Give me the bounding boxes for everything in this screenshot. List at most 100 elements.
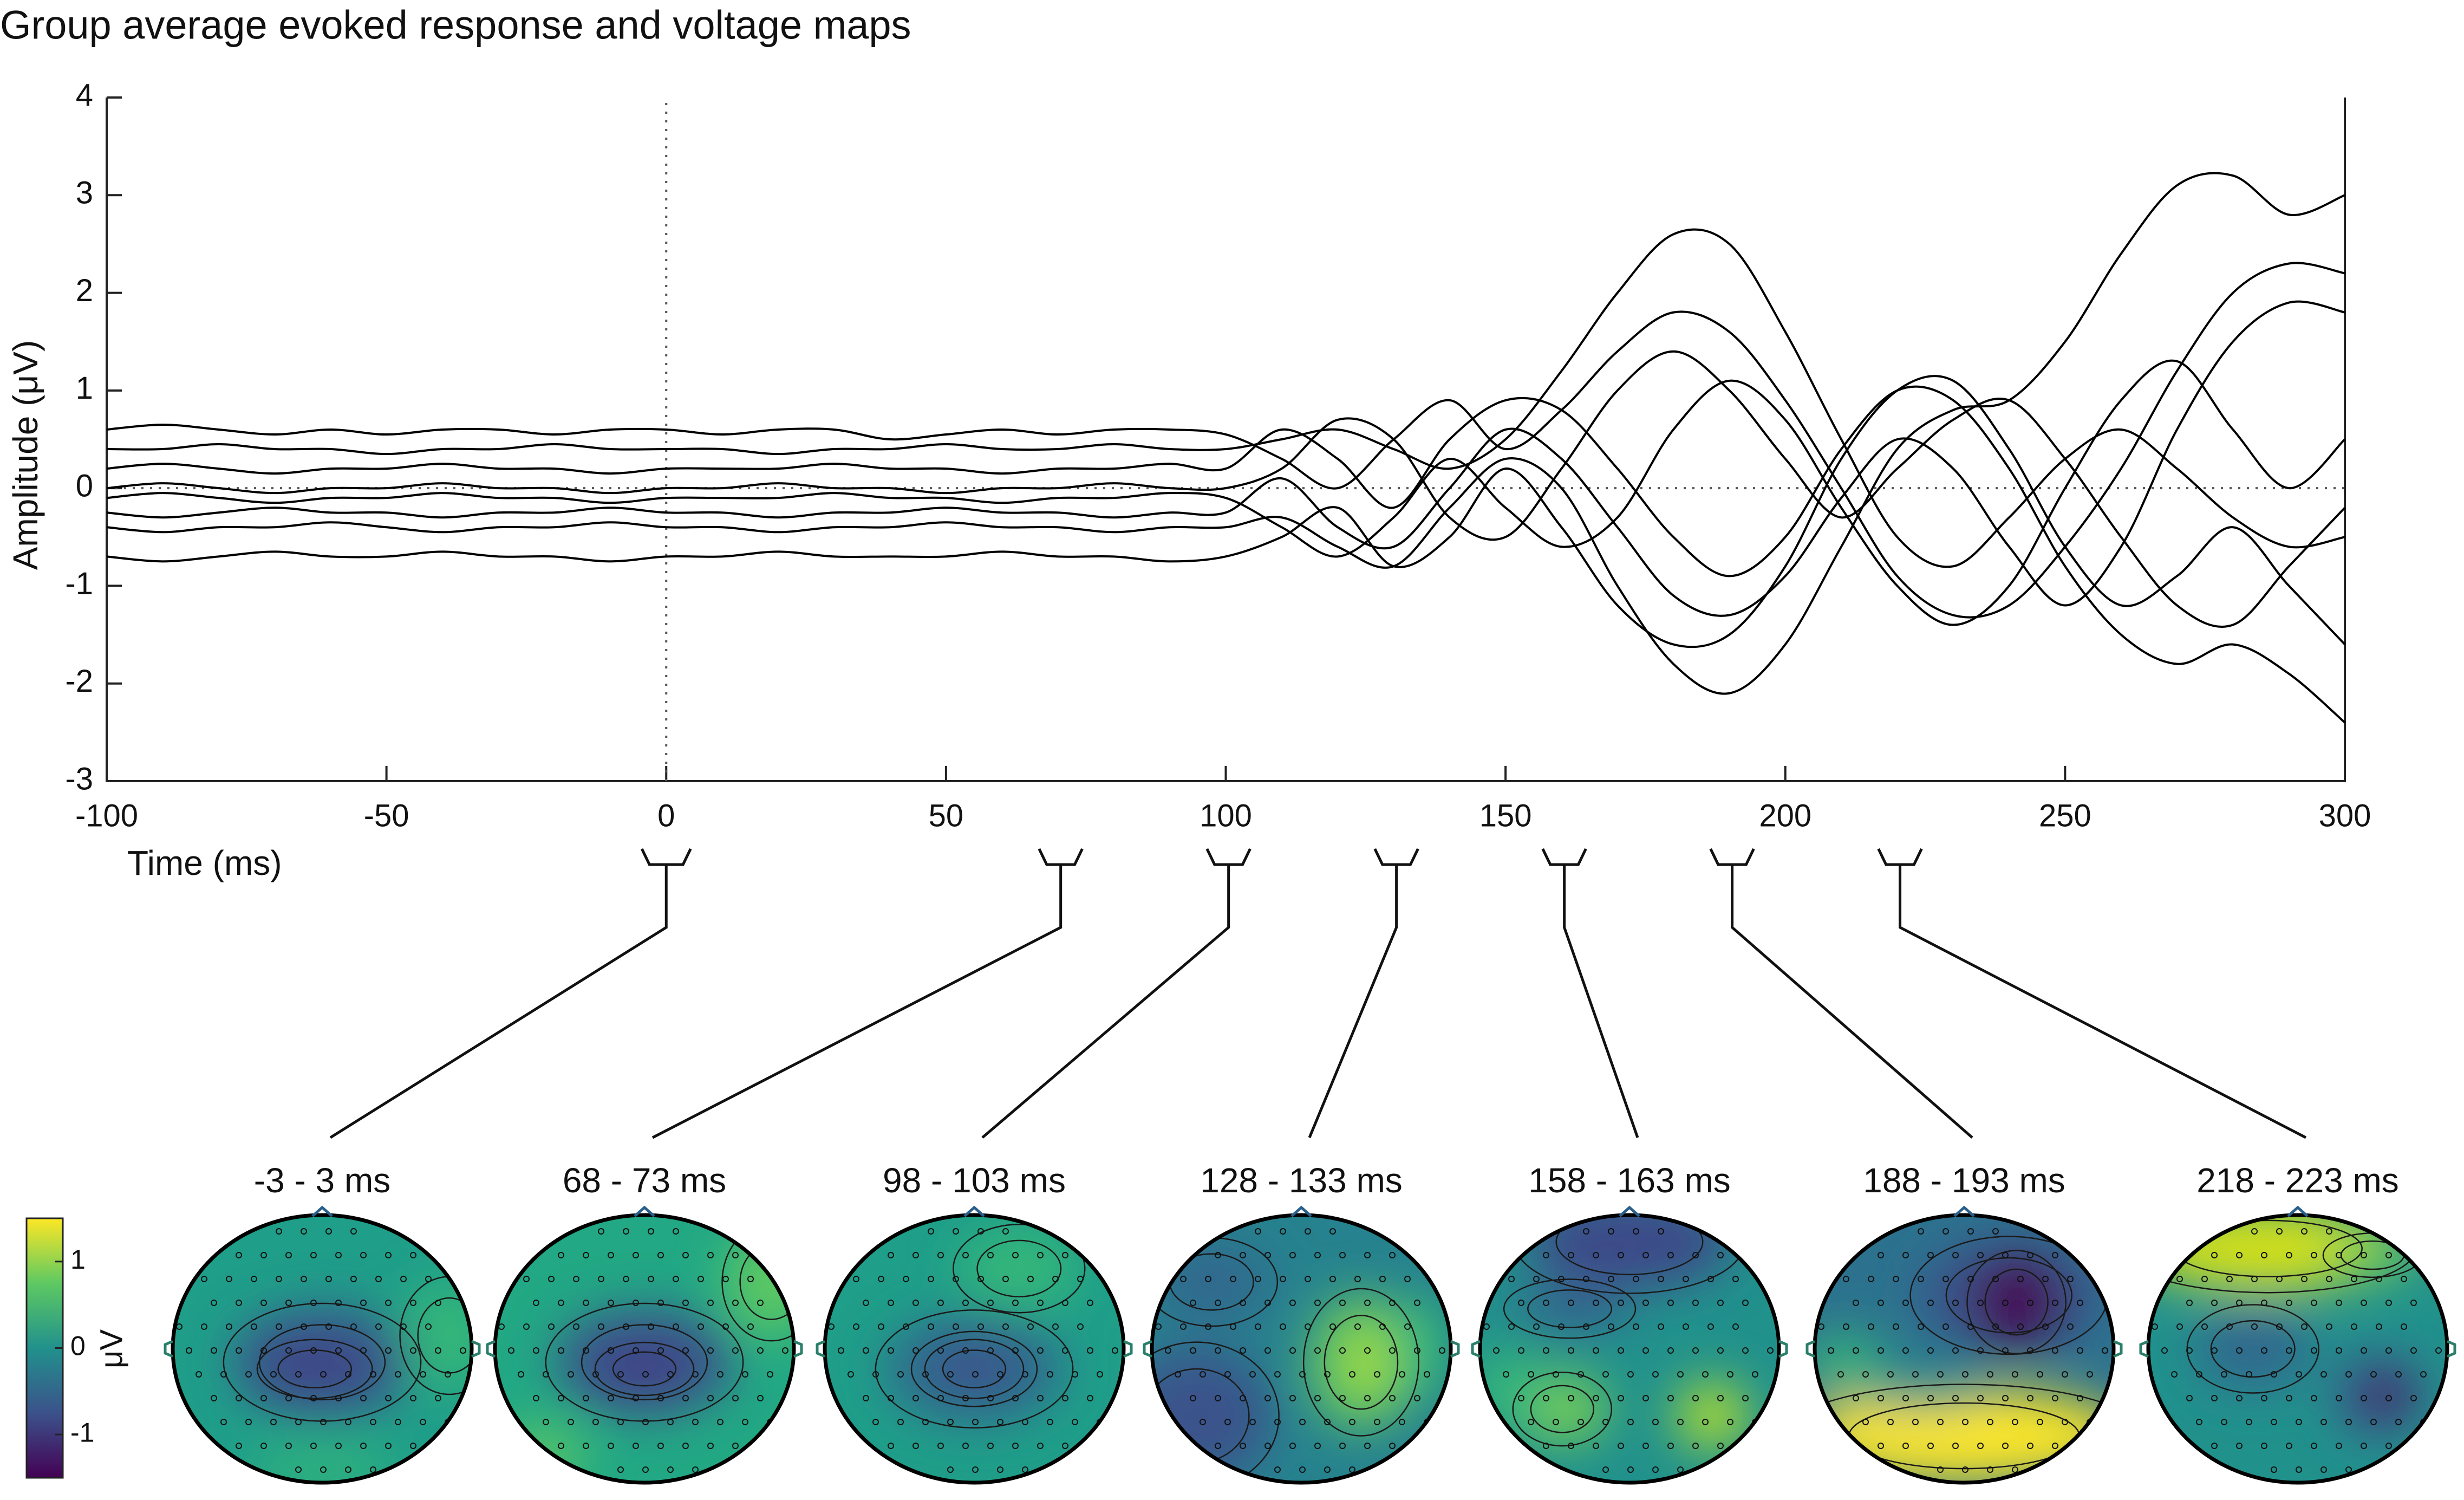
electrode xyxy=(558,1252,564,1258)
electrode xyxy=(236,1395,242,1401)
contour xyxy=(256,1339,373,1399)
electrode xyxy=(270,1419,277,1425)
electrode xyxy=(543,1371,549,1378)
electrode xyxy=(1543,1395,1549,1401)
electrode xyxy=(722,1323,729,1330)
electrode xyxy=(2087,1371,2093,1378)
electrode xyxy=(1992,1276,1999,1282)
head-outline xyxy=(171,1213,474,1485)
electrode xyxy=(2271,1419,2277,1425)
electrode xyxy=(370,1466,376,1473)
colorbar-tick-label: 0 xyxy=(70,1331,86,1361)
x-tick-label: -50 xyxy=(364,798,409,833)
electrode xyxy=(2261,1443,2267,1449)
electrode xyxy=(1255,1228,1261,1235)
electrode xyxy=(1037,1395,1044,1401)
electrode xyxy=(872,1371,879,1378)
electrode xyxy=(301,1228,307,1235)
connector xyxy=(1563,865,1639,1138)
electrode xyxy=(410,1347,416,1354)
electrode xyxy=(1037,1347,1044,1354)
electrode xyxy=(947,1466,954,1473)
electrode xyxy=(1205,1276,1211,1282)
electrode xyxy=(977,1228,984,1235)
electrode xyxy=(937,1395,944,1401)
electrode xyxy=(592,1419,599,1425)
head-outline xyxy=(2146,1213,2449,1485)
electrode xyxy=(1264,1252,1271,1258)
electrode xyxy=(1354,1276,1361,1282)
electrode xyxy=(543,1419,549,1425)
electrode xyxy=(853,1276,859,1282)
electrode xyxy=(1667,1443,1674,1449)
electrode xyxy=(962,1300,969,1306)
ear xyxy=(486,1340,496,1358)
electrode xyxy=(226,1323,232,1330)
electrode xyxy=(1967,1276,1974,1282)
electrode xyxy=(657,1252,664,1258)
electrode xyxy=(608,1300,614,1306)
electrode xyxy=(1583,1228,1589,1235)
electrode xyxy=(1289,1443,1296,1449)
electrode xyxy=(2211,1300,2218,1306)
electrode xyxy=(2037,1371,2043,1378)
electrode xyxy=(1374,1371,1380,1378)
electrode xyxy=(1414,1300,1420,1306)
electrode xyxy=(1752,1371,1758,1378)
electrode xyxy=(1037,1252,1044,1258)
electrode xyxy=(1942,1276,1949,1282)
electrode xyxy=(2176,1276,2183,1282)
electrode xyxy=(673,1228,679,1235)
connector xyxy=(1308,865,1398,1138)
topomap-field xyxy=(1844,1369,1994,1410)
electrode xyxy=(2336,1252,2342,1258)
electrode xyxy=(1732,1323,1739,1330)
electrode xyxy=(623,1228,629,1235)
electrode xyxy=(1717,1347,1724,1354)
topomap xyxy=(1815,1215,2114,1483)
electrode xyxy=(888,1300,894,1306)
topomap-field xyxy=(495,1429,585,1483)
electrode xyxy=(1593,1347,1599,1354)
contour xyxy=(223,1302,422,1422)
electrode xyxy=(642,1466,649,1473)
electrode xyxy=(460,1347,466,1354)
electrode xyxy=(1568,1395,1574,1401)
electrode xyxy=(335,1252,342,1258)
electrode xyxy=(2286,1443,2292,1449)
electrode xyxy=(410,1252,416,1258)
ear xyxy=(1471,1340,1481,1358)
electrode xyxy=(1200,1419,1206,1425)
electrode xyxy=(608,1443,614,1449)
electrode xyxy=(2271,1466,2277,1473)
electrode xyxy=(2320,1419,2327,1425)
electrode xyxy=(573,1323,579,1330)
contour xyxy=(1555,1215,1704,1276)
electrode xyxy=(1937,1419,1944,1425)
electrode xyxy=(1658,1276,1664,1282)
electrode xyxy=(2236,1300,2243,1306)
connector xyxy=(329,865,668,1139)
electrode xyxy=(2196,1419,2202,1425)
electrode xyxy=(1977,1347,1984,1354)
electrode xyxy=(310,1395,317,1401)
electrode xyxy=(1927,1443,1934,1449)
electrode xyxy=(1952,1443,1959,1449)
topomap-label: 128 - 133 ms xyxy=(1200,1161,1403,1200)
electrode xyxy=(1180,1276,1187,1282)
electrode xyxy=(1992,1323,1999,1330)
electrode xyxy=(211,1347,217,1354)
electrode xyxy=(1062,1347,1068,1354)
electrode xyxy=(2286,1300,2292,1306)
electrode xyxy=(276,1323,282,1330)
electrode xyxy=(1230,1323,1236,1330)
electrode xyxy=(732,1395,739,1401)
electrode xyxy=(1364,1300,1371,1306)
electrode xyxy=(1652,1419,1659,1425)
electrode xyxy=(375,1276,382,1282)
electrode xyxy=(1962,1371,1968,1378)
electrode xyxy=(1642,1252,1649,1258)
electrode xyxy=(1878,1347,1884,1354)
electrode xyxy=(186,1347,192,1354)
